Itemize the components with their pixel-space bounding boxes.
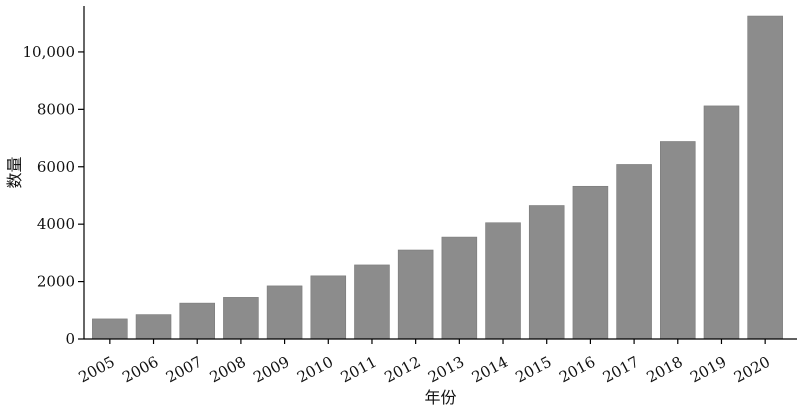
x-tick-label: 2014 [469,353,511,387]
bar-2012 [397,249,434,340]
x-tick-label: 2017 [600,353,642,387]
bar-2018 [660,141,696,340]
x-tick-label: 2020 [731,353,773,387]
x-tick-label: 2013 [425,353,467,387]
y-tick-label: 10,000 [23,43,76,61]
y-tick-label: 6000 [37,158,75,176]
y-tick-label: 2000 [37,273,75,291]
bar-2015 [528,205,565,340]
bar-2007 [179,302,215,340]
x-tick-label: 2007 [163,353,205,387]
y-tick-label: 0 [65,330,75,348]
x-tick-label: 2008 [207,353,249,387]
bar-2017 [616,164,652,340]
x-tick-label: 2010 [294,353,336,387]
x-ticks: 2005 2006 2007 2008 2009 2010 2011 2012 2013 2014… [76,339,773,386]
y-tick-label: 8000 [37,100,75,118]
bar-2016 [572,185,609,340]
x-tick-label: 2015 [512,353,554,387]
y-ticks: 0 2000 4000 6000 8000 10,000 [23,43,84,348]
bar-2013 [441,236,478,340]
bar-2011 [354,264,390,340]
bar-2010 [310,275,347,340]
x-tick-label: 2012 [381,353,423,387]
bar-2009 [266,285,303,340]
x-tick-label: 2018 [643,353,685,387]
bar-2006 [135,314,172,340]
x-tick-label: 2009 [250,353,292,387]
bar-2019 [703,105,740,340]
y-axis-title: 数量 [5,156,24,188]
x-tick-label: 2006 [119,353,161,387]
bar-2014 [485,222,521,340]
x-tick-label: 2016 [556,353,598,387]
x-tick-label: 2011 [338,353,380,387]
bar-2005 [92,318,128,340]
y-tick-label: 4000 [37,215,75,233]
x-tick-label: 2005 [76,353,118,387]
bar-2008 [223,297,259,340]
bars [92,15,783,340]
bar-2020 [747,15,783,340]
x-tick-label: 2019 [687,353,729,387]
x-axis-title: 年份 [424,388,456,407]
